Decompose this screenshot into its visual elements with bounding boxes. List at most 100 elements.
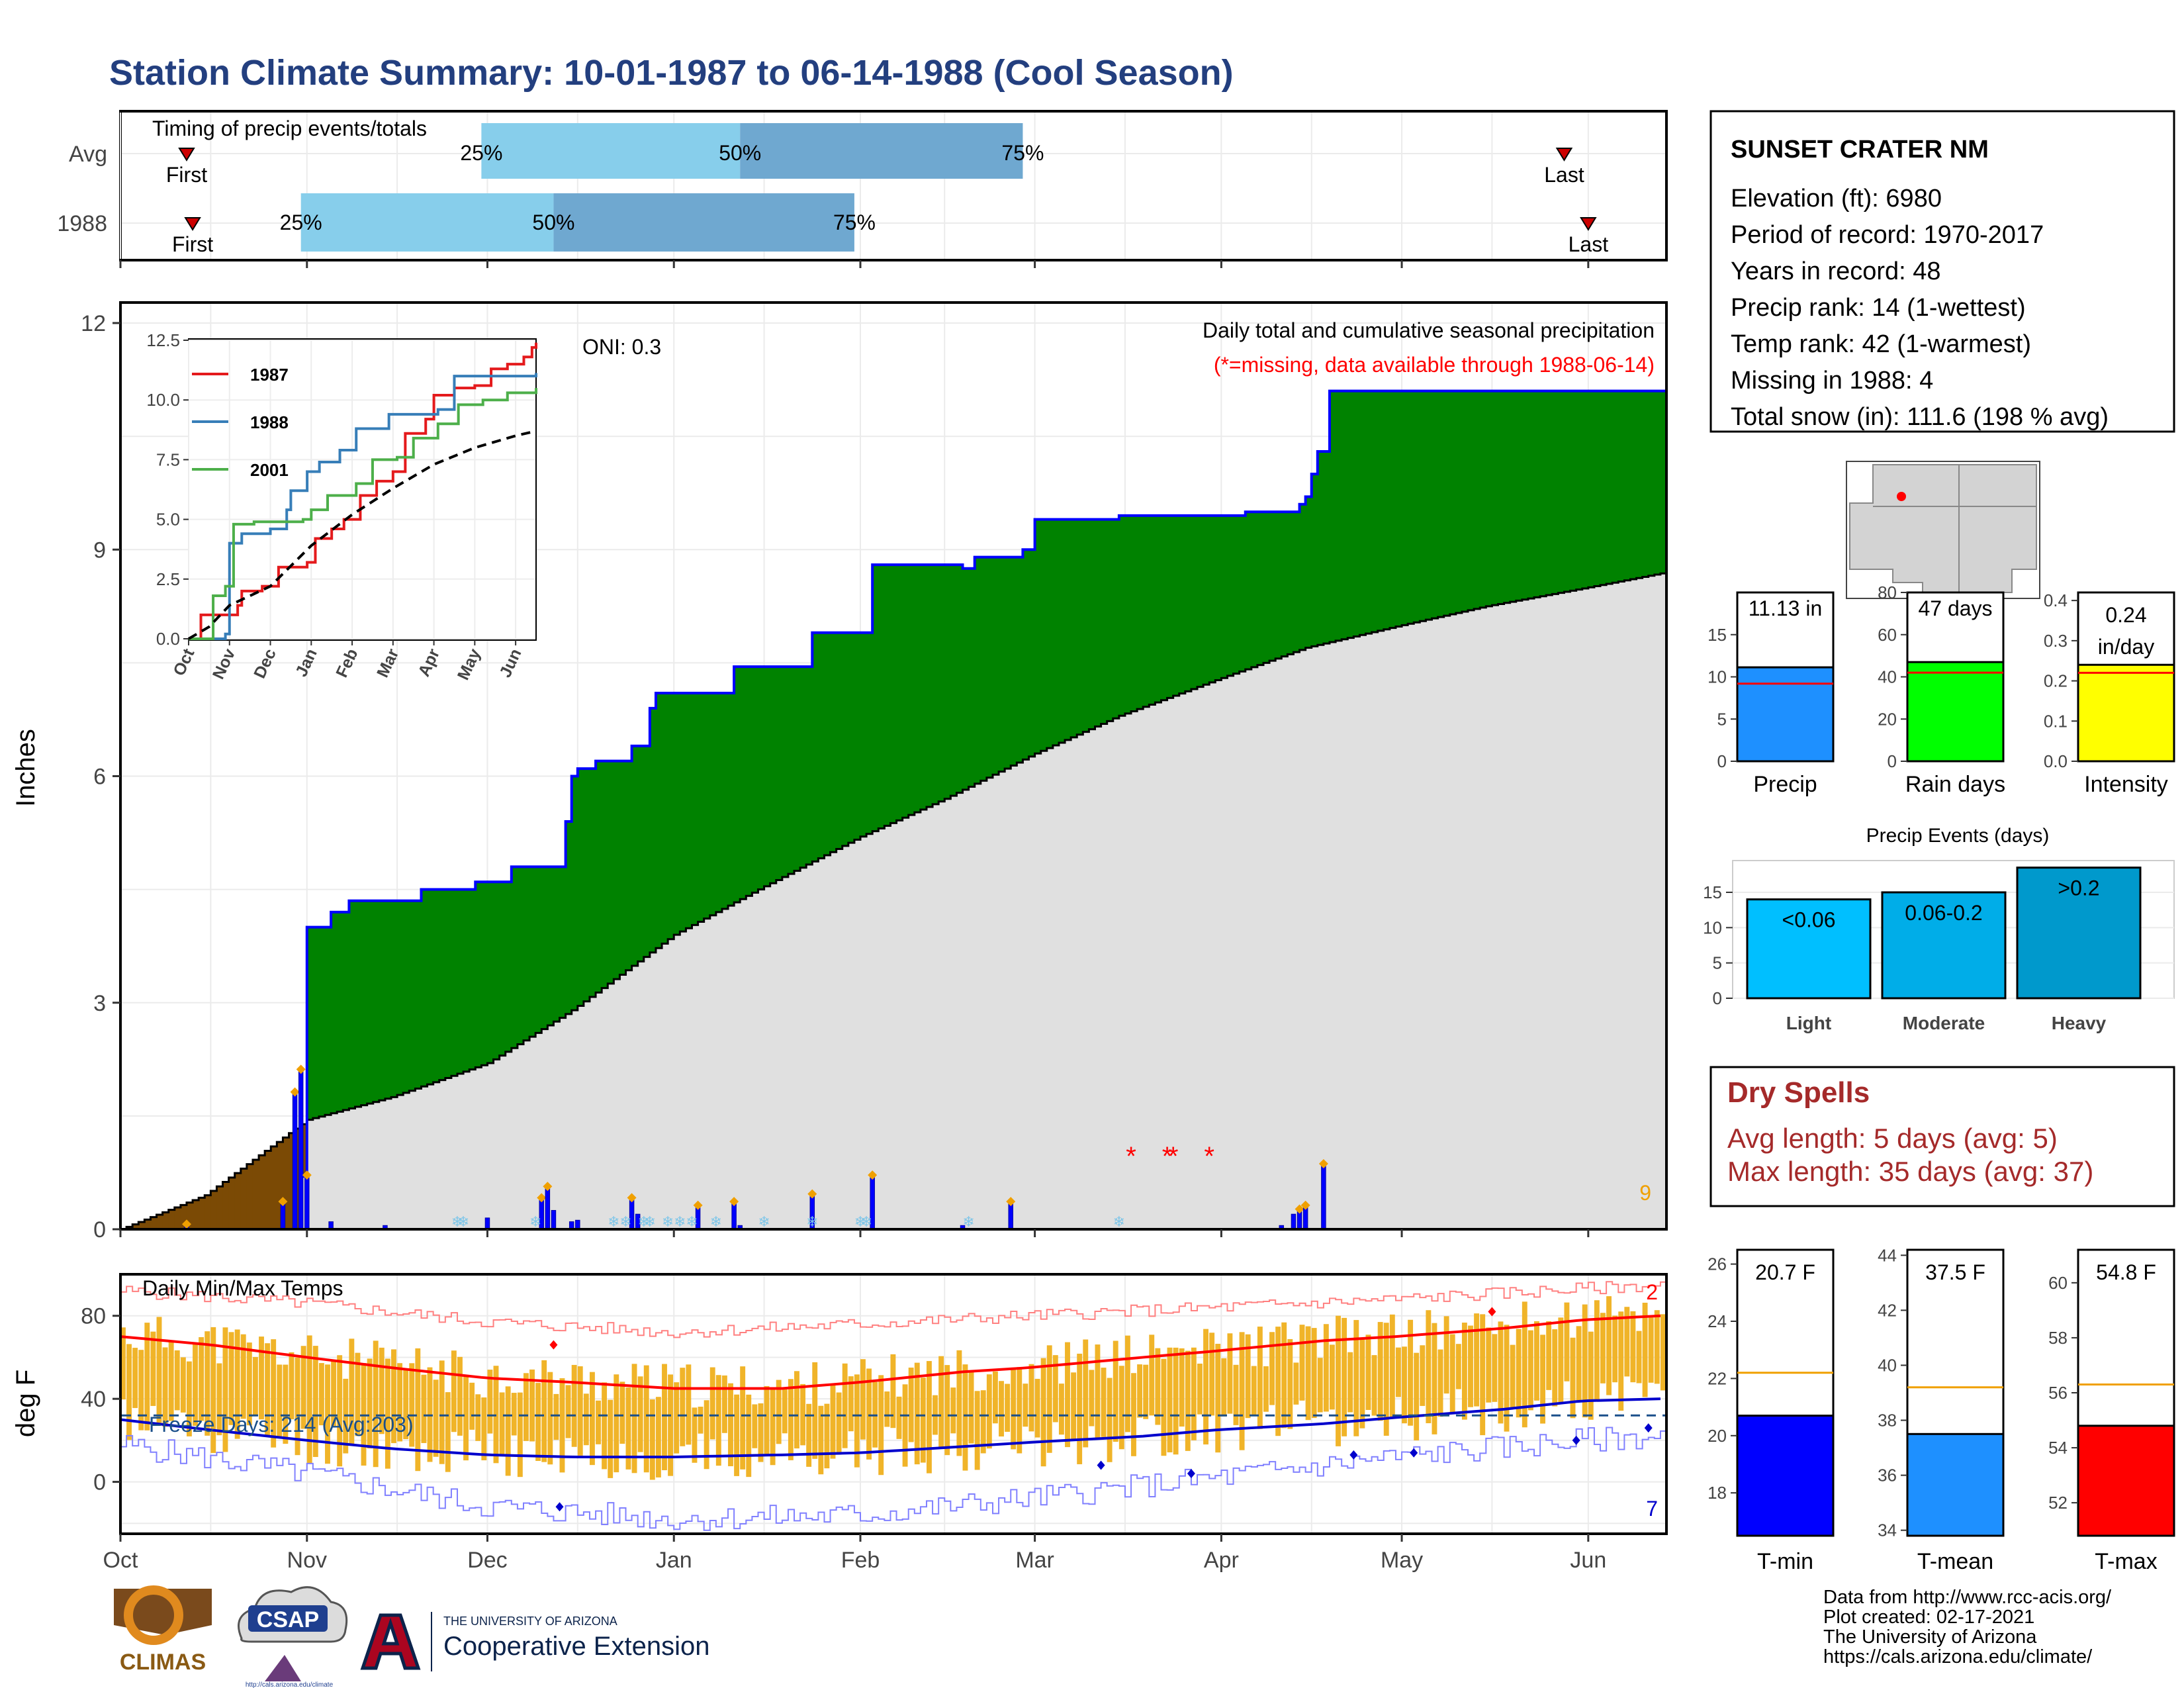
- daily-temp-bar: [1342, 1317, 1347, 1436]
- summary-temp-value: 20.7 F: [1755, 1260, 1815, 1284]
- daily-temp-bar: [271, 1339, 277, 1448]
- daily-temp-bar: [1017, 1367, 1023, 1454]
- surplus-area: [306, 927, 314, 1120]
- surplus-area: [1486, 391, 1493, 606]
- summary-temp-tick-label: 58: [2048, 1328, 2068, 1348]
- surplus-area: [1293, 512, 1300, 653]
- surplus-area: [1402, 391, 1408, 626]
- surplus-area: [818, 632, 825, 859]
- precip-main-frame: [119, 301, 1668, 1231]
- summary-precip-value: in/day: [2098, 635, 2154, 659]
- daily-temp-bar: [1365, 1335, 1371, 1410]
- surplus-area: [1552, 391, 1559, 594]
- daily-temp-bar: [944, 1365, 950, 1456]
- daily-temp-bar: [1437, 1349, 1443, 1417]
- deficit-area: [271, 1146, 277, 1229]
- daily-temp-bar: [662, 1364, 667, 1470]
- daily-temp-bar: [1005, 1383, 1011, 1432]
- surplus-area: [1455, 391, 1463, 613]
- surplus-area: [1654, 391, 1661, 575]
- surplus-area: [1227, 515, 1234, 676]
- daily-temp-bar: [1293, 1362, 1299, 1405]
- surplus-area: [926, 565, 933, 807]
- daily-temp-bar: [234, 1329, 240, 1439]
- missing-day-marker: *: [1168, 1142, 1179, 1171]
- surplus-area: [1353, 391, 1361, 637]
- events-bar-label: <0.06: [1782, 908, 1836, 932]
- daily-temp-bar: [1600, 1313, 1606, 1383]
- inset-ytick-label: 7.5: [156, 449, 180, 469]
- surplus-area: [511, 867, 518, 1049]
- daily-temp-bar: [1534, 1321, 1539, 1401]
- surplus-area: [836, 632, 843, 849]
- daily-temp-bar: [1317, 1358, 1323, 1413]
- csap-logo: CSAP http://cals.arizona.edu/climate: [238, 1586, 348, 1688]
- surplus-area: [367, 900, 374, 1104]
- daily-temp-bar: [1263, 1366, 1269, 1412]
- daily-temp-bar: [1155, 1348, 1161, 1425]
- events-tick-label: 0: [1713, 988, 1722, 1008]
- daily-temp-bar: [1426, 1310, 1432, 1423]
- summary-precip-tick-label: 5: [1717, 709, 1727, 729]
- temps-xtick-label: Jan: [656, 1548, 692, 1573]
- surplus-area: [1582, 391, 1589, 588]
- daily-temp-bar: [950, 1387, 956, 1434]
- daily-temp-bar: [511, 1393, 517, 1436]
- daily-temp-bar: [1089, 1370, 1095, 1427]
- summary-precip-tick-label: 0: [1717, 751, 1727, 771]
- surplus-area: [1065, 519, 1071, 740]
- precip-summary-bars: 0 5 10 15 11.13 in Precip 0 20 40 60 80 47 days Rain…: [1707, 583, 2175, 797]
- daily-temp-bar: [1516, 1329, 1522, 1418]
- dry-spells-frame: [1709, 1066, 2175, 1207]
- deficit-area: [277, 1142, 284, 1229]
- surplus-area: [1040, 519, 1048, 751]
- daily-temp-bar: [602, 1382, 608, 1470]
- oni-label: ONI: 0.3: [582, 335, 661, 359]
- snowflake-icon: ❄: [662, 1213, 674, 1230]
- events-title: Precip Events (days): [1866, 825, 2050, 847]
- summary-temp-label: T-mean: [1917, 1549, 1993, 1574]
- daily-precip-bar: [292, 1093, 298, 1230]
- daily-temp-bar: [228, 1332, 234, 1425]
- inset-ytick-label: 0.0: [156, 629, 180, 649]
- daily-temp-bar: [1011, 1367, 1017, 1450]
- daily-temp-bar: [1185, 1350, 1191, 1451]
- daily-temp-bar: [1034, 1378, 1040, 1438]
- daily-temp-bar: [1215, 1344, 1221, 1453]
- daily-precip-bar: [575, 1219, 580, 1230]
- daily-temp-bar: [1540, 1335, 1546, 1424]
- daily-temp-bar: [782, 1388, 788, 1434]
- surplus-area: [812, 632, 819, 862]
- surplus-area: [481, 882, 488, 1066]
- surplus-area: [848, 632, 855, 843]
- daily-temp-bar: [385, 1358, 390, 1469]
- daily-temp-bar: [686, 1364, 692, 1445]
- surplus-area: [1510, 391, 1517, 602]
- surplus-area: [619, 761, 627, 975]
- snowflake-icon: ❄: [451, 1213, 463, 1230]
- daily-temp-bar: [1570, 1337, 1576, 1419]
- temps-title: Daily Min/Max Temps: [142, 1276, 343, 1300]
- daily-temp-bar: [818, 1405, 824, 1475]
- daily-temp-bar: [216, 1363, 222, 1436]
- surplus-area: [1095, 519, 1102, 727]
- daily-temp-bar: [132, 1348, 138, 1409]
- daily-temp-bar: [1203, 1329, 1208, 1445]
- deficit-area: [240, 1168, 248, 1229]
- snowflake-icon: ❄: [686, 1213, 698, 1230]
- summary-precip-tick-label: 0.1: [2044, 711, 2068, 731]
- events-tick-label: 5: [1713, 953, 1722, 973]
- timing-pct-label: 75%: [1001, 141, 1044, 165]
- daily-temp-bar: [1052, 1355, 1058, 1423]
- surplus-area: [1636, 391, 1643, 579]
- events-bar: [1881, 891, 2007, 1000]
- daily-temp-bar: [1449, 1334, 1455, 1413]
- daily-temp-bar: [1299, 1325, 1305, 1401]
- dry-spells-title: Dry Spells: [1727, 1076, 1870, 1109]
- daily-temp-bar: [1455, 1344, 1461, 1389]
- daily-temp-bar: [854, 1374, 860, 1468]
- surplus-area: [1570, 391, 1577, 591]
- surplus-area: [643, 745, 651, 957]
- daily-temp-bar: [1095, 1344, 1101, 1439]
